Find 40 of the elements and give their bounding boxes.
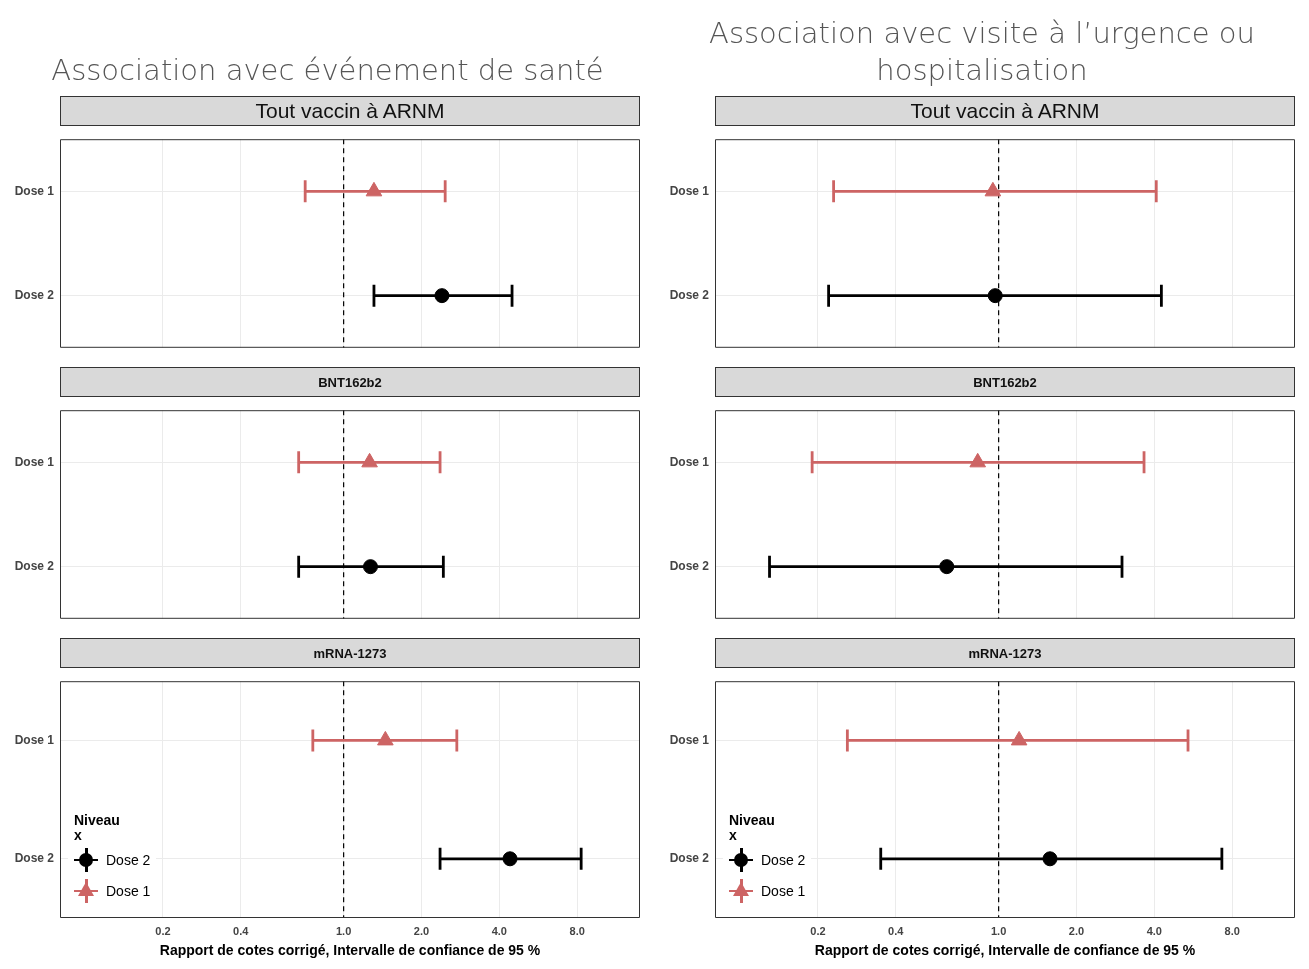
legend-label: Dose 2 xyxy=(761,851,806,868)
chart-subtitle: BNT162b2 xyxy=(715,367,1295,397)
y-tick-label: Dose 2 xyxy=(669,287,710,302)
chart-title: Association avec visite à l’urgence ou hospitalisation xyxy=(708,14,1256,90)
x-tick-label: 1.0 xyxy=(335,924,352,937)
x-tick-label: 8.0 xyxy=(569,924,585,937)
legend-label: Dose 1 xyxy=(106,882,151,899)
y-tick-label: Dose 1 xyxy=(14,732,55,747)
legend-title: Niveau x xyxy=(74,812,121,843)
y-tick-label: Dose 1 xyxy=(669,454,710,469)
y-tick-label: Dose 1 xyxy=(669,183,710,198)
x-tick-label: 4.0 xyxy=(1146,924,1162,937)
y-tick-label: Dose 1 xyxy=(669,732,710,747)
y-tick-label: Dose 2 xyxy=(669,851,710,866)
x-tick-label: 0.4 xyxy=(233,924,250,937)
legend-label: Dose 2 xyxy=(106,851,151,868)
x-tick-label: 1.0 xyxy=(990,924,1007,937)
chart-subtitle: mRNA-1273 xyxy=(715,638,1295,668)
x-tick-label: 2.0 xyxy=(413,924,430,937)
y-tick-label: Dose 1 xyxy=(14,183,55,198)
chart-subtitle: mRNA-1273 xyxy=(60,638,640,668)
chart-title: Association avec événement de santé xyxy=(50,52,605,90)
x-axis-title: Rapport de cotes corrigé, Intervalle de confiance de 95 % xyxy=(814,942,1196,959)
y-tick-label: Dose 1 xyxy=(14,454,55,469)
y-tick-label: Dose 2 xyxy=(14,558,55,573)
y-tick-label: Dose 2 xyxy=(14,287,55,302)
x-tick-label: 0.2 xyxy=(810,924,826,937)
y-tick-label: Dose 2 xyxy=(14,851,55,866)
legend-title: Niveau x xyxy=(729,812,776,843)
x-tick-label: 8.0 xyxy=(1224,924,1240,937)
legend-label: Dose 1 xyxy=(761,882,806,899)
chart-subtitle: BNT162b2 xyxy=(60,367,640,397)
x-tick-label: 0.4 xyxy=(888,924,905,937)
chart-subtitle: Tout vaccin à ARNM xyxy=(715,96,1295,126)
chart-subtitle: Tout vaccin à ARNM xyxy=(60,96,640,126)
x-axis-title: Rapport de cotes corrigé, Intervalle de confiance de 95 % xyxy=(159,942,541,959)
x-tick-label: 2.0 xyxy=(1068,924,1085,937)
x-tick-label: 0.2 xyxy=(155,924,171,937)
y-tick-label: Dose 2 xyxy=(669,558,710,573)
x-tick-label: 4.0 xyxy=(491,924,507,937)
